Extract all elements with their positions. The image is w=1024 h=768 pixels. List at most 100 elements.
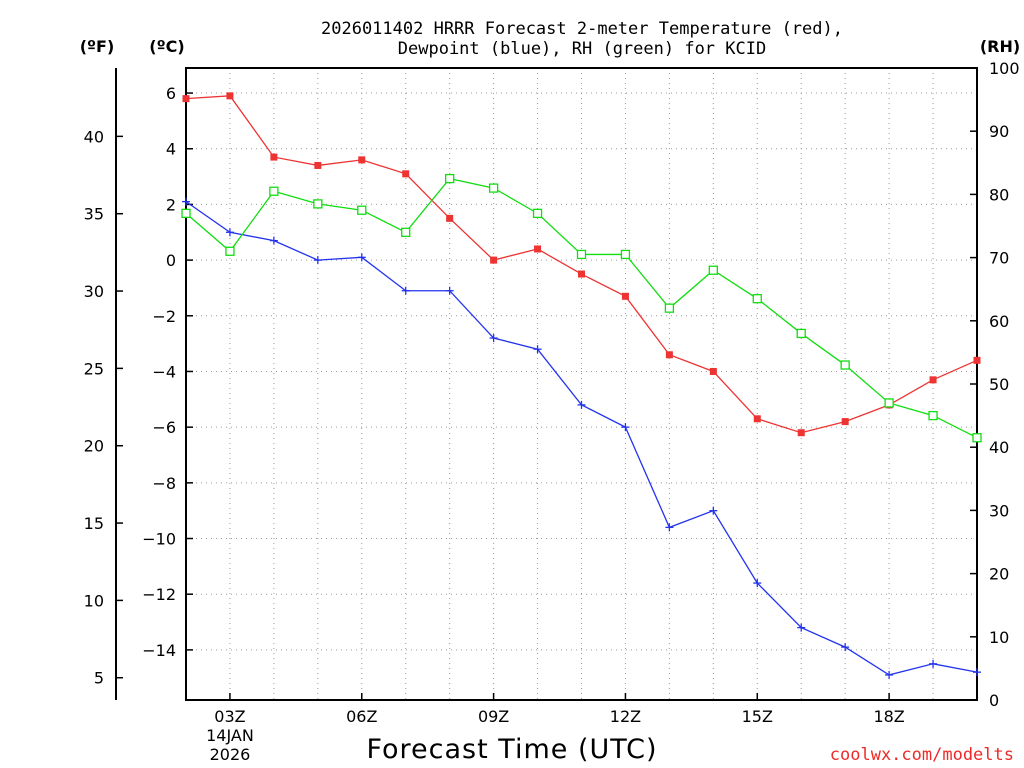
rh-tick-label: 40 [989, 438, 1009, 457]
rh-point [445, 173, 455, 184]
temperature-point [797, 429, 805, 437]
dewpoint-point [313, 256, 322, 265]
temperature-point [753, 415, 761, 423]
temperature-point [182, 95, 190, 103]
rh-point [796, 328, 806, 339]
celsius-tick-label: −14 [142, 641, 176, 660]
rh-point [532, 208, 543, 219]
rh-point [708, 265, 718, 275]
celsius-unit-label: (ºC) [149, 37, 184, 56]
rh-point [884, 398, 894, 408]
chart-title-line-2: Dewpoint (blue), RH (green) for KCID [398, 39, 766, 59]
dewpoint-point [577, 400, 586, 409]
fahrenheit-tick-label: 15 [84, 514, 104, 533]
tick-labels: 6420−2−4−6−8−10−12−144035302520151051009… [84, 59, 1020, 764]
dewpoint-point [929, 659, 938, 668]
temperature-point [402, 170, 410, 178]
dewpoint-point [401, 286, 410, 295]
temperature-point [534, 245, 542, 253]
temperature-line [185, 95, 978, 434]
celsius-tick-label: 6 [166, 84, 176, 103]
rh-point [664, 303, 675, 313]
celsius-tick-label: −2 [152, 307, 176, 326]
temperature-point [270, 153, 278, 161]
celsius-tick-label: −8 [152, 474, 176, 493]
x-tick-label: 06Z [346, 707, 377, 726]
dewpoint-point [182, 197, 190, 206]
fahrenheit-tick-label: 20 [84, 437, 104, 456]
fahrenheit-tick-label: 35 [84, 205, 104, 224]
rh-tick-label: 20 [989, 565, 1009, 584]
dewpoint-point [533, 345, 542, 354]
fahrenheit-tick-label: 5 [94, 669, 104, 688]
dewpoint-point [841, 643, 850, 652]
rh-point [181, 208, 191, 219]
dewpoint-point [797, 623, 806, 632]
temperature-point [621, 292, 629, 300]
rh-tick-label: 30 [989, 501, 1009, 520]
dewpoint-point [709, 506, 718, 515]
rh-point [840, 360, 850, 370]
rh-tick-label: 90 [989, 122, 1009, 141]
temperature-point [929, 376, 937, 384]
fahrenheit-tick-label: 25 [84, 359, 104, 378]
axes [115, 67, 978, 701]
series-layer [181, 92, 982, 679]
x-date-label: 14JAN [206, 726, 254, 745]
temperature-point [841, 418, 849, 426]
rh-point [752, 294, 762, 304]
temperature-point [314, 161, 322, 169]
rh-unit-label: (RH) [980, 37, 1020, 56]
celsius-tick-label: −10 [142, 530, 176, 549]
celsius-tick-label: −6 [152, 418, 176, 437]
rh-point [928, 410, 938, 421]
rh-point [269, 186, 279, 196]
rh-point [576, 249, 587, 260]
temperature-point [665, 351, 673, 359]
x-tick-label: 18Z [873, 707, 904, 726]
rh-point [972, 433, 982, 443]
dewpoint-point [269, 236, 278, 245]
x-tick-label: 15Z [742, 707, 773, 726]
dewpoint-point [973, 668, 981, 677]
dewpoint-point [753, 579, 762, 588]
temperature-point [709, 367, 717, 375]
x-axis-title: Forecast Time (UTC) [366, 734, 657, 765]
celsius-tick-label: 2 [166, 195, 176, 214]
x-tick-label: 03Z [214, 707, 245, 726]
temperature-point [490, 256, 498, 264]
dewpoint-point [489, 334, 498, 343]
rh-point [357, 205, 367, 215]
celsius-tick-label: −4 [152, 362, 176, 381]
rh-tick-label: 60 [989, 312, 1009, 331]
fahrenheit-tick-label: 30 [84, 282, 104, 301]
rh-tick-label: 50 [989, 375, 1009, 394]
x-tick-label: 12Z [610, 707, 641, 726]
chart-title-line-1: 2026011402 HRRR Forecast 2-meter Tempera… [321, 19, 843, 39]
rh-tick-label: 70 [989, 249, 1009, 268]
dewpoint-point [621, 423, 630, 432]
rh-point [488, 183, 499, 193]
rh-tick-label: 0 [989, 691, 999, 710]
fahrenheit-tick-label: 10 [84, 591, 104, 610]
celsius-tick-label: 4 [166, 140, 176, 159]
x-tick-label: 09Z [478, 707, 509, 726]
temperature-point [358, 156, 366, 164]
rh-point [620, 249, 631, 260]
rh-point [313, 199, 323, 209]
temperature-point [226, 92, 234, 100]
dewpoint-point [357, 253, 366, 262]
x-year-label: 2026 [210, 745, 251, 764]
dewpoint-point [885, 670, 894, 679]
rh-point [225, 246, 235, 256]
celsius-tick-label: −12 [142, 585, 176, 604]
rh-tick-label: 100 [989, 59, 1020, 78]
rh-tick-label: 80 [989, 185, 1009, 204]
credit-text: coolwx.com/modelts [830, 745, 1014, 765]
temperature-point [973, 356, 981, 364]
fahrenheit-unit-label: (ºF) [80, 37, 115, 56]
dewpoint-point [225, 228, 234, 237]
temperature-point [578, 270, 585, 278]
dewpoint-point [445, 286, 454, 295]
